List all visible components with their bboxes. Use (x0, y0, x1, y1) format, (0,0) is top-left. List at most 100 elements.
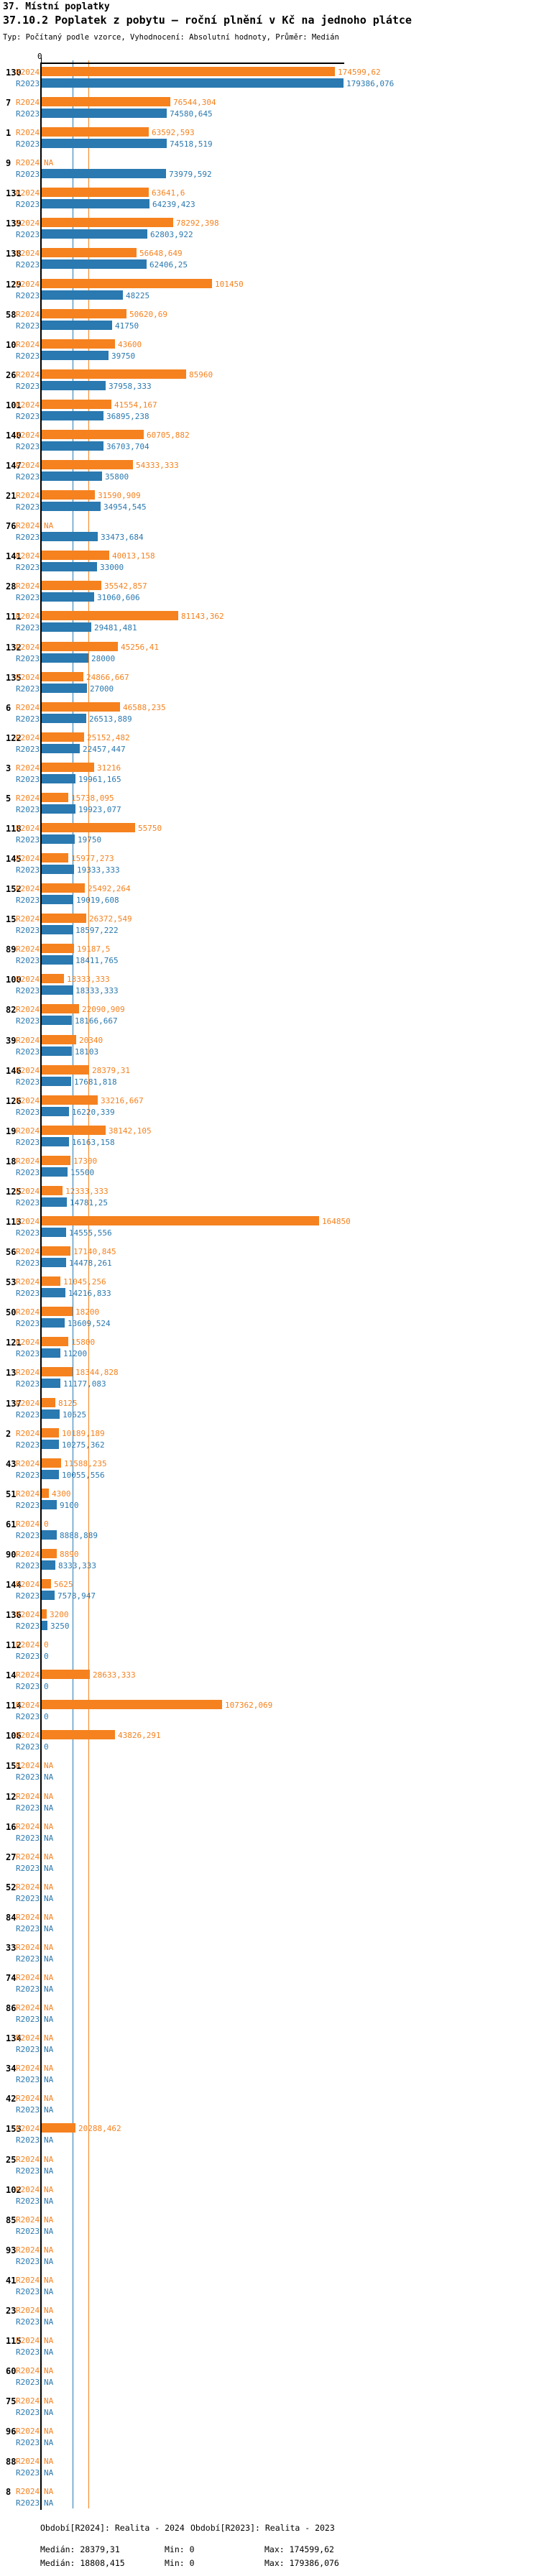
row-id: 27 (6, 1852, 17, 1862)
value-label-r2024: NA (44, 1882, 54, 1892)
row-id: 125 (6, 1187, 22, 1197)
series-label-r2023: R2023 (16, 2045, 40, 2054)
bar-group: 88 R2024 NA R2023 NA (0, 2456, 539, 2478)
bar-group: 131 R2024 63641,6 R2023 64239,423 (0, 188, 539, 209)
value-label-r2024: 8125 (58, 1399, 78, 1408)
bar-r2024 (42, 490, 95, 500)
value-label-r2024: 15800 (71, 1338, 96, 1347)
row-id: 42 (6, 2094, 17, 2104)
value-label-r2023: 33000 (100, 563, 124, 572)
bar-r2024 (42, 853, 68, 862)
bar-group: 43 R2024 11588,235 R2023 10055,556 (0, 1458, 539, 1480)
series-label-r2023: R2023 (16, 533, 40, 542)
bar-r2024 (42, 279, 212, 288)
stat-max-r2024: Max: 174599,62 (264, 2544, 334, 2554)
bar-group: 145 R2024 15977,273 R2023 19333,333 (0, 853, 539, 875)
bar-group: 15 R2024 26372,549 R2023 18597,222 (0, 914, 539, 935)
row-id: 75 (6, 2396, 17, 2406)
row-id: 16 (6, 1822, 17, 1832)
value-label-r2023: NA (44, 1894, 54, 1903)
value-label-r2024: 78292,398 (176, 218, 219, 228)
stat-median-r2024: Medián: 28379,31 (40, 2544, 120, 2554)
value-label-r2024: 11588,235 (64, 1459, 107, 1468)
value-label-r2024: NA (44, 1822, 54, 1831)
value-label-r2023: NA (44, 1924, 54, 1933)
series-label-r2023: R2023 (16, 79, 40, 88)
series-label-r2023: R2023 (16, 1410, 40, 1420)
row-id: 39 (6, 1036, 17, 1046)
bar-r2023 (42, 381, 106, 390)
bar-group: 113 R2024 164850 R2023 14555,556 (0, 1216, 539, 1238)
row-id: 12 (6, 1792, 17, 1802)
bar-group: 134 R2024 NA R2023 NA (0, 2033, 539, 2054)
value-label-r2023: 14781,25 (70, 1198, 108, 1208)
value-label-r2024: 40013,158 (112, 551, 155, 561)
value-label-r2024: 33216,667 (101, 1096, 144, 1105)
row-id: 136 (6, 1610, 22, 1620)
row-id: 88 (6, 2457, 17, 2467)
series-label-r2023: R2023 (16, 775, 40, 784)
value-label-r2023: 48225 (126, 291, 150, 300)
bar-group: 89 R2024 19187,5 R2023 18411,765 (0, 944, 539, 965)
bar-group: 19 R2024 38142,105 R2023 16163,158 (0, 1126, 539, 1147)
bar-r2024 (42, 1398, 55, 1407)
series-label-r2023: R2023 (16, 1622, 40, 1631)
value-label-r2023: 19750 (78, 835, 102, 845)
row-id: 102 (6, 2185, 22, 2195)
bar-r2023 (42, 865, 74, 874)
series-label-r2024: R2024 (16, 1882, 40, 1892)
series-label-r2023: R2023 (16, 865, 40, 875)
bar-group: 42 R2024 NA R2023 NA (0, 2093, 539, 2115)
series-label-r2023: R2023 (16, 260, 40, 270)
value-label-r2024: 0 (44, 1640, 49, 1650)
value-label-r2023: NA (44, 1954, 54, 1964)
series-label-r2023: R2023 (16, 1440, 40, 1450)
bar-group: 114 R2024 107362,069 R2023 0 (0, 1700, 539, 1721)
value-label-r2023: 28000 (91, 654, 116, 663)
row-id: 101 (6, 400, 22, 410)
value-label-r2023: 29481,481 (94, 623, 137, 632)
bar-group: 76 R2024 NA R2023 33473,684 (0, 520, 539, 542)
series-label-r2023: R2023 (16, 563, 40, 572)
row-id: 138 (6, 249, 22, 259)
row-id: 43 (6, 1459, 17, 1469)
row-id: 34 (6, 2064, 17, 2074)
bar-r2024 (42, 369, 186, 379)
bar-r2024 (42, 1670, 90, 1679)
value-label-r2024: NA (44, 1973, 54, 1982)
series-label-r2024: R2024 (16, 1701, 40, 1710)
bar-group: 111 R2024 81143,362 R2023 29481,481 (0, 611, 539, 632)
series-label-r2023: R2023 (16, 896, 40, 905)
series-label-r2023: R2023 (16, 1803, 40, 1813)
series-label-r2024: R2024 (16, 1943, 40, 1952)
series-label-r2024: R2024 (16, 521, 40, 530)
series-label-r2024: R2024 (16, 854, 40, 863)
value-label-r2023: 18333,333 (75, 986, 119, 995)
series-label-r2024: R2024 (16, 1792, 40, 1801)
series-label-r2023: R2023 (16, 502, 40, 512)
value-label-r2023: 179386,076 (346, 79, 395, 88)
bar-group: 139 R2024 78292,398 R2023 62803,922 (0, 218, 539, 239)
value-label-r2023: 14478,261 (69, 1259, 112, 1268)
value-label-r2024: 17140,845 (73, 1247, 116, 1256)
value-label-r2024: 18200 (75, 1307, 100, 1317)
bar-r2024 (42, 974, 64, 983)
value-label-r2024: 25152,482 (87, 733, 130, 742)
bar-r2024 (42, 1126, 106, 1135)
value-label-r2023: 73979,592 (169, 170, 212, 179)
series-label-r2024: R2024 (16, 1731, 40, 1740)
bar-group: 5 R2024 15738,095 R2023 19923,077 (0, 793, 539, 814)
series-label-r2024: R2024 (16, 1217, 40, 1226)
value-label-r2023: 22457,447 (83, 745, 126, 754)
bar-group: 75 R2024 NA R2023 NA (0, 2396, 539, 2417)
series-label-r2024: R2024 (16, 1459, 40, 1468)
bar-group: 6 R2024 46588,235 R2023 26513,889 (0, 702, 539, 724)
series-label-r2024: R2024 (16, 1005, 40, 1014)
value-label-r2023: 19333,333 (77, 865, 120, 875)
series-label-r2024: R2024 (16, 2426, 40, 2436)
row-id: 5 (6, 794, 11, 804)
series-label-r2024: R2024 (16, 1247, 40, 1256)
bar-group: 61 R2024 0 R2023 8888,889 (0, 1519, 539, 1540)
bar-r2023 (42, 1077, 71, 1086)
series-label-r2024: R2024 (16, 2064, 40, 2073)
